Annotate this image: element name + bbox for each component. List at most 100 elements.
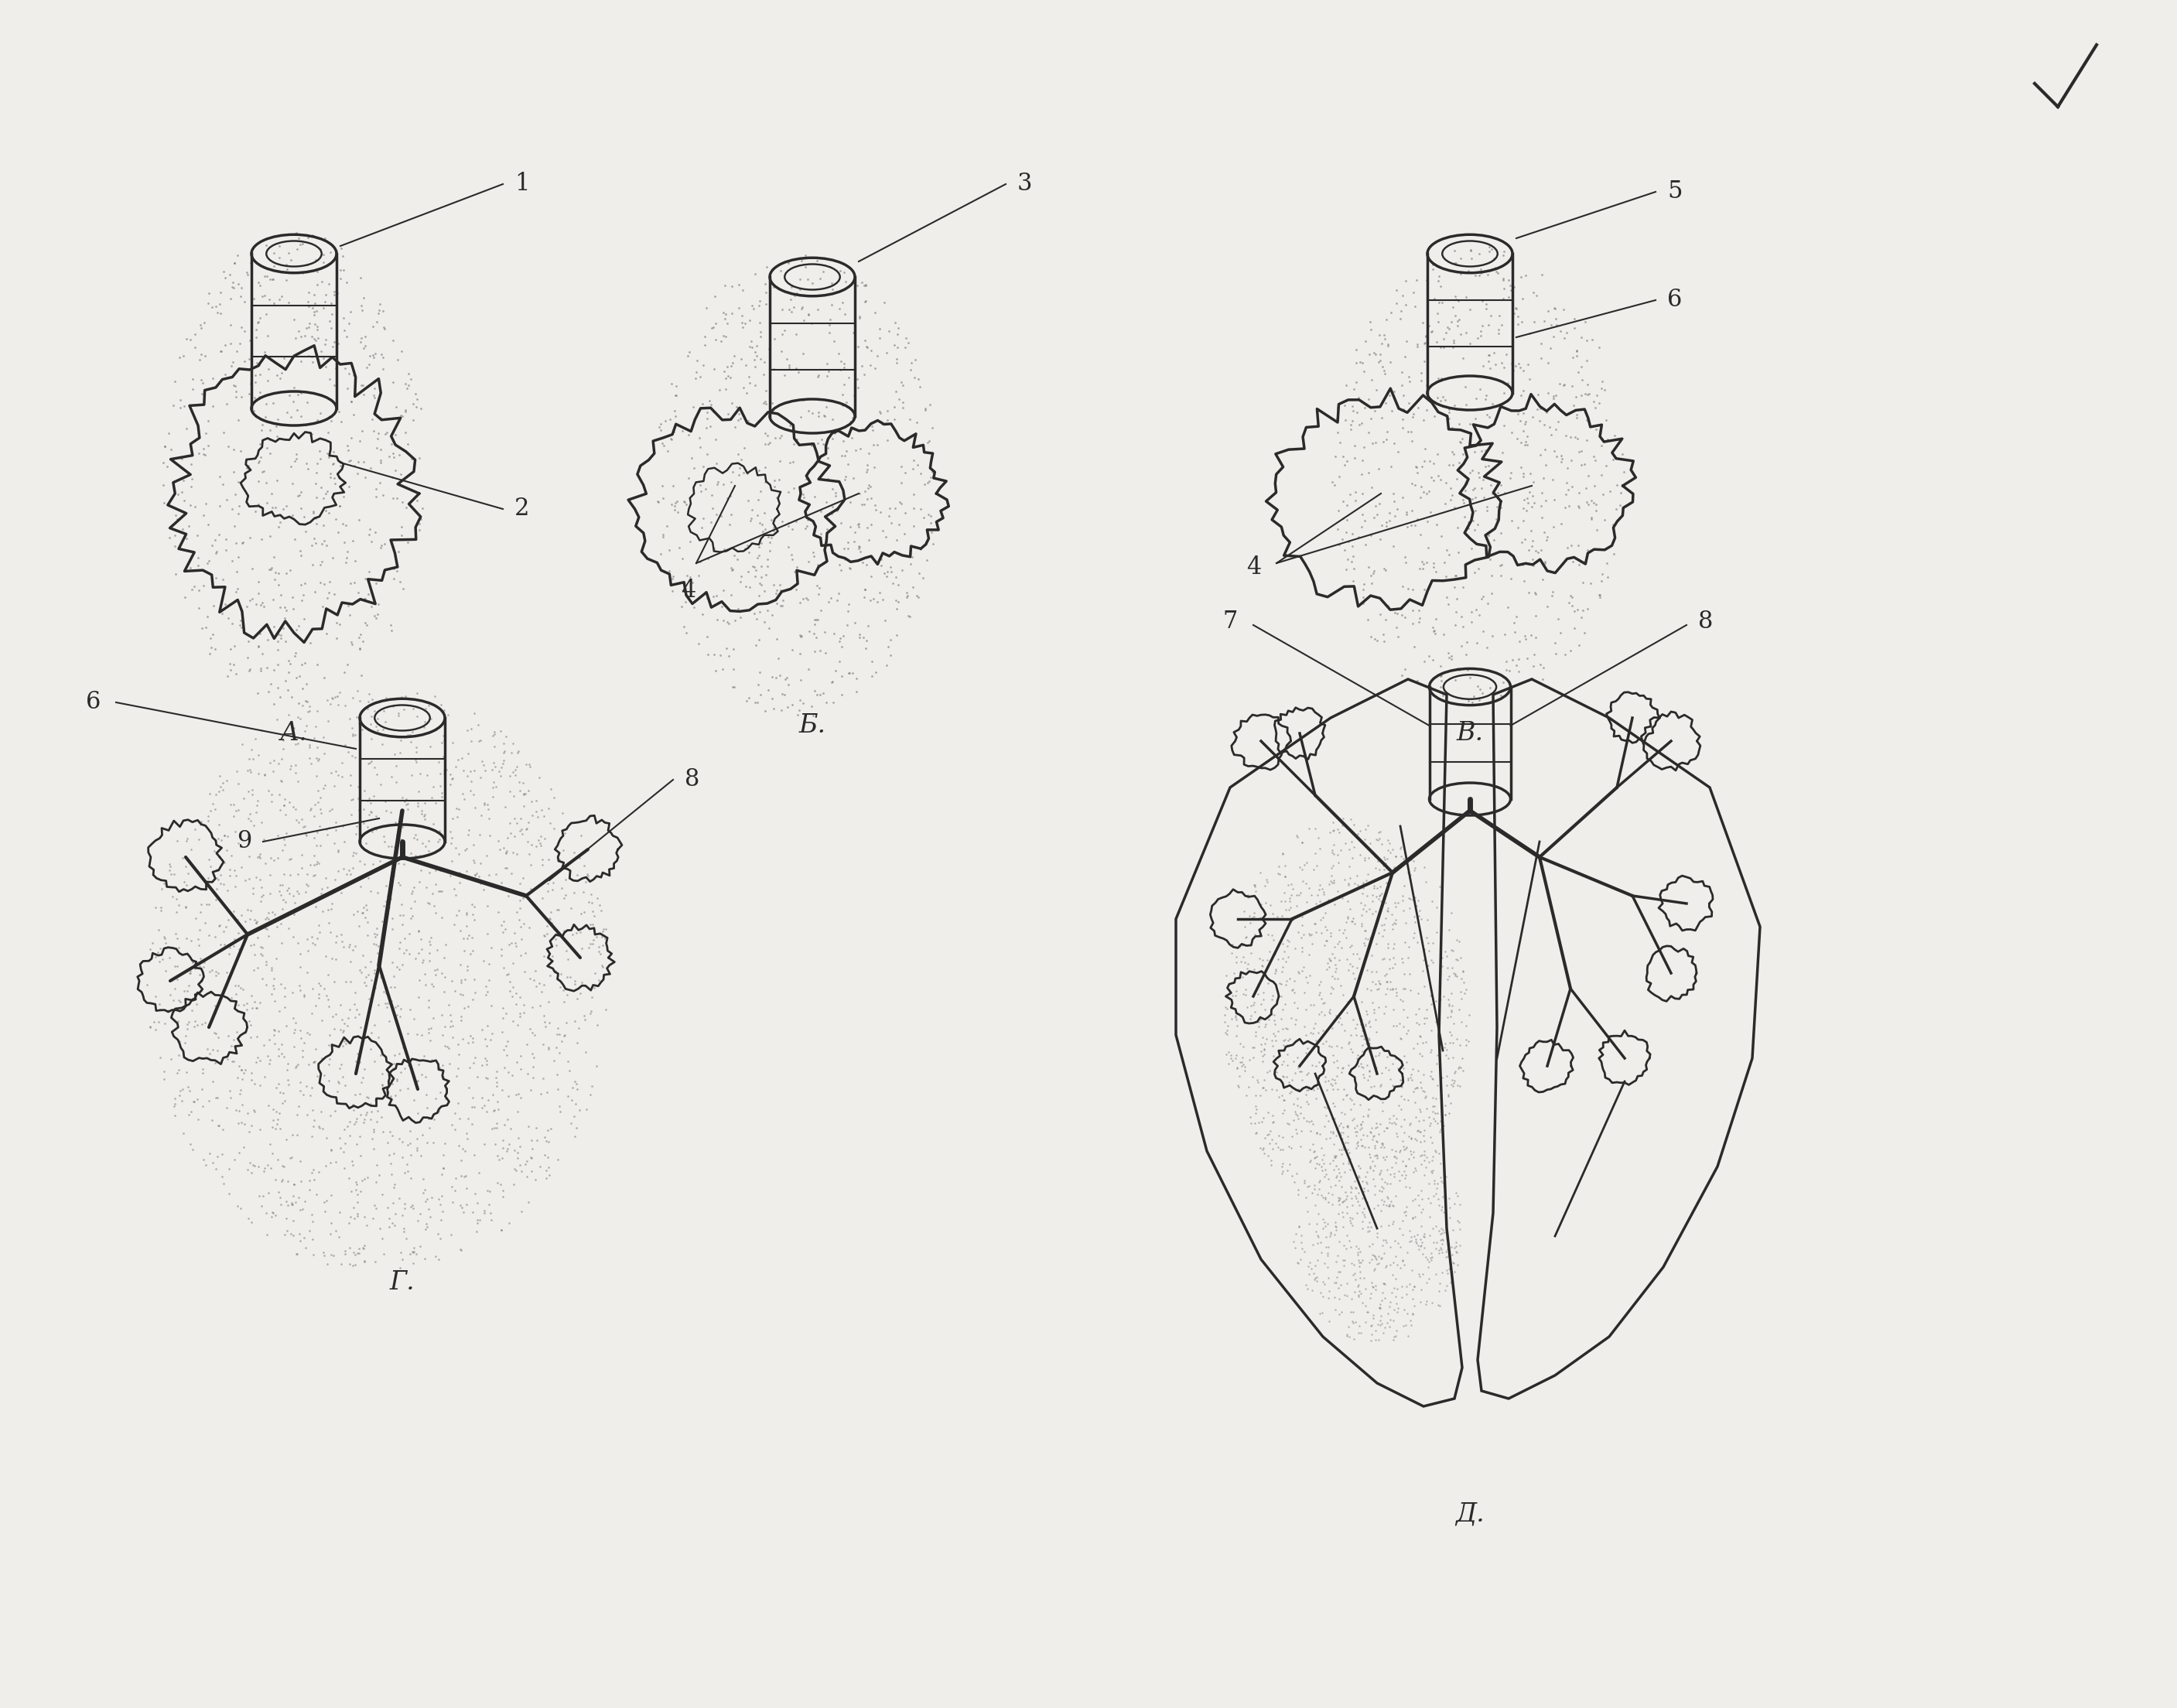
Point bbox=[165, 487, 200, 514]
Point bbox=[257, 1030, 292, 1057]
Point bbox=[1284, 904, 1319, 931]
Point bbox=[492, 968, 527, 996]
Point bbox=[710, 400, 745, 427]
Point bbox=[470, 1177, 505, 1204]
Point bbox=[222, 1079, 257, 1107]
Point bbox=[1358, 398, 1393, 425]
Point bbox=[1385, 1208, 1419, 1235]
Point bbox=[174, 996, 209, 1023]
Point bbox=[1339, 350, 1374, 377]
Point bbox=[385, 488, 420, 516]
Point bbox=[331, 857, 366, 885]
Point bbox=[181, 1011, 216, 1038]
Point bbox=[350, 559, 385, 586]
Point bbox=[390, 430, 425, 458]
Point bbox=[1365, 1129, 1400, 1156]
Point bbox=[485, 1018, 520, 1045]
Point bbox=[479, 1069, 514, 1097]
Point bbox=[1230, 955, 1265, 982]
Point bbox=[231, 757, 266, 784]
Point bbox=[1317, 1269, 1352, 1296]
Point bbox=[849, 272, 884, 299]
Point bbox=[229, 258, 263, 285]
Point bbox=[901, 560, 936, 588]
Point bbox=[1585, 560, 1620, 588]
Point bbox=[257, 290, 292, 318]
Point bbox=[1313, 1124, 1348, 1151]
Point bbox=[209, 591, 244, 618]
Point bbox=[1402, 1226, 1437, 1254]
Point bbox=[1358, 1141, 1393, 1168]
Point bbox=[270, 876, 305, 904]
Point bbox=[1437, 960, 1472, 987]
Point bbox=[1363, 601, 1398, 629]
Point bbox=[1354, 1279, 1389, 1307]
Point bbox=[348, 830, 383, 857]
Point bbox=[176, 1088, 211, 1115]
Point bbox=[309, 822, 344, 849]
Point bbox=[649, 512, 684, 540]
Point bbox=[176, 574, 211, 601]
Point bbox=[694, 482, 729, 509]
Point bbox=[420, 878, 455, 905]
Point bbox=[773, 412, 808, 439]
Point bbox=[198, 540, 233, 567]
Point bbox=[1424, 523, 1459, 550]
Point bbox=[327, 304, 361, 331]
Point bbox=[368, 989, 403, 1016]
Point bbox=[1478, 350, 1513, 377]
Point bbox=[446, 1197, 481, 1225]
Point bbox=[296, 724, 331, 752]
Point bbox=[1474, 302, 1509, 330]
Point bbox=[300, 746, 335, 774]
Point bbox=[760, 644, 795, 671]
Point bbox=[1450, 396, 1485, 424]
Point bbox=[503, 886, 538, 914]
Point bbox=[1269, 967, 1304, 994]
Point bbox=[337, 979, 372, 1006]
Point bbox=[1321, 849, 1356, 876]
Point bbox=[1367, 1284, 1402, 1312]
Point bbox=[405, 1061, 440, 1088]
Point bbox=[1326, 1189, 1361, 1216]
Point bbox=[481, 827, 516, 854]
Point bbox=[263, 970, 298, 997]
Point bbox=[396, 888, 431, 915]
Point bbox=[1308, 1086, 1343, 1114]
Point bbox=[427, 1032, 462, 1059]
Point bbox=[235, 1112, 270, 1139]
Point bbox=[797, 610, 832, 637]
Point bbox=[198, 292, 233, 319]
Point bbox=[285, 692, 320, 719]
Point bbox=[1265, 1047, 1300, 1074]
Point bbox=[703, 593, 738, 620]
Point bbox=[222, 492, 257, 519]
Point bbox=[379, 1001, 414, 1028]
Point bbox=[886, 521, 921, 548]
Point bbox=[322, 1054, 357, 1081]
Point bbox=[466, 752, 501, 779]
Point bbox=[1254, 900, 1289, 927]
Point bbox=[1439, 1208, 1474, 1235]
Point bbox=[1361, 1250, 1395, 1278]
Point bbox=[845, 268, 880, 295]
Point bbox=[1411, 1148, 1446, 1175]
Point bbox=[559, 861, 594, 888]
Point bbox=[398, 393, 433, 420]
Point bbox=[690, 405, 725, 432]
Point bbox=[246, 593, 281, 620]
Point bbox=[218, 980, 253, 1008]
Point bbox=[255, 956, 290, 984]
Point bbox=[512, 810, 546, 837]
Point bbox=[1496, 646, 1530, 673]
Point bbox=[303, 1098, 337, 1126]
Point bbox=[183, 962, 218, 989]
Point bbox=[192, 873, 226, 900]
Point bbox=[1358, 627, 1393, 654]
Point bbox=[588, 996, 623, 1023]
Point bbox=[1313, 946, 1348, 974]
Point bbox=[1274, 881, 1308, 909]
Point bbox=[853, 336, 888, 364]
Point bbox=[1435, 936, 1469, 963]
Point bbox=[1372, 499, 1406, 526]
